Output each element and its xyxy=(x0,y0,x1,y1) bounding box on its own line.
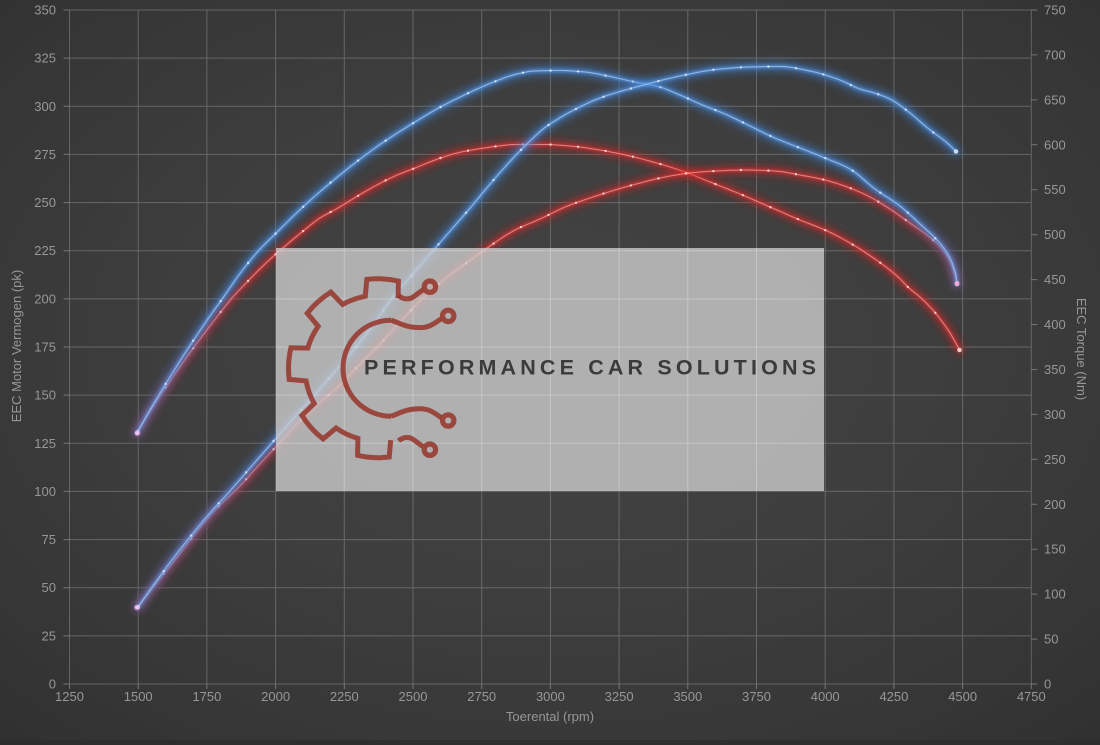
svg-text:2250: 2250 xyxy=(330,689,359,704)
svg-text:400: 400 xyxy=(1044,317,1066,332)
svg-text:175: 175 xyxy=(34,340,56,355)
svg-text:325: 325 xyxy=(34,51,56,66)
svg-text:2750: 2750 xyxy=(467,689,496,704)
svg-text:2500: 2500 xyxy=(399,689,428,704)
svg-text:450: 450 xyxy=(1044,272,1066,287)
svg-text:EEC Torque (Nm): EEC Torque (Nm) xyxy=(1074,298,1089,400)
svg-text:600: 600 xyxy=(1044,137,1066,152)
svg-text:3250: 3250 xyxy=(605,689,634,704)
svg-text:3500: 3500 xyxy=(673,689,702,704)
svg-text:750: 750 xyxy=(1044,3,1066,18)
svg-text:3750: 3750 xyxy=(742,689,771,704)
svg-text:EEC Motor Vermogen (pk): EEC Motor Vermogen (pk) xyxy=(9,270,24,422)
svg-text:0: 0 xyxy=(49,677,56,692)
svg-text:250: 250 xyxy=(1044,452,1066,467)
svg-text:300: 300 xyxy=(1044,407,1066,422)
svg-text:500: 500 xyxy=(1044,227,1066,242)
svg-text:550: 550 xyxy=(1044,182,1066,197)
svg-text:4500: 4500 xyxy=(948,689,977,704)
svg-text:200: 200 xyxy=(34,291,56,306)
svg-text:PERFORMANCE CAR SOLUTIONS: PERFORMANCE CAR SOLUTIONS xyxy=(364,356,820,380)
svg-text:50: 50 xyxy=(1044,632,1058,647)
svg-text:2000: 2000 xyxy=(261,689,290,704)
svg-text:4000: 4000 xyxy=(811,689,840,704)
svg-text:1250: 1250 xyxy=(55,689,84,704)
svg-text:0: 0 xyxy=(1044,677,1051,692)
svg-text:1750: 1750 xyxy=(192,689,221,704)
svg-text:150: 150 xyxy=(34,388,56,403)
svg-text:350: 350 xyxy=(1044,362,1066,377)
svg-text:150: 150 xyxy=(1044,542,1066,557)
svg-text:350: 350 xyxy=(34,3,56,18)
svg-text:250: 250 xyxy=(34,195,56,210)
svg-text:25: 25 xyxy=(42,628,56,643)
svg-text:275: 275 xyxy=(34,147,56,162)
svg-text:1500: 1500 xyxy=(124,689,153,704)
svg-text:125: 125 xyxy=(34,436,56,451)
svg-text:200: 200 xyxy=(1044,497,1066,512)
svg-text:Toerental (rpm): Toerental (rpm) xyxy=(506,709,594,724)
svg-text:4750: 4750 xyxy=(1017,689,1046,704)
svg-text:700: 700 xyxy=(1044,47,1066,62)
svg-text:100: 100 xyxy=(1044,587,1066,602)
svg-text:4250: 4250 xyxy=(879,689,908,704)
svg-text:100: 100 xyxy=(34,484,56,499)
svg-text:3000: 3000 xyxy=(536,689,565,704)
svg-text:225: 225 xyxy=(34,243,56,258)
svg-text:300: 300 xyxy=(34,99,56,114)
svg-text:75: 75 xyxy=(42,532,56,547)
svg-text:650: 650 xyxy=(1044,92,1066,107)
svg-text:50: 50 xyxy=(42,580,56,595)
